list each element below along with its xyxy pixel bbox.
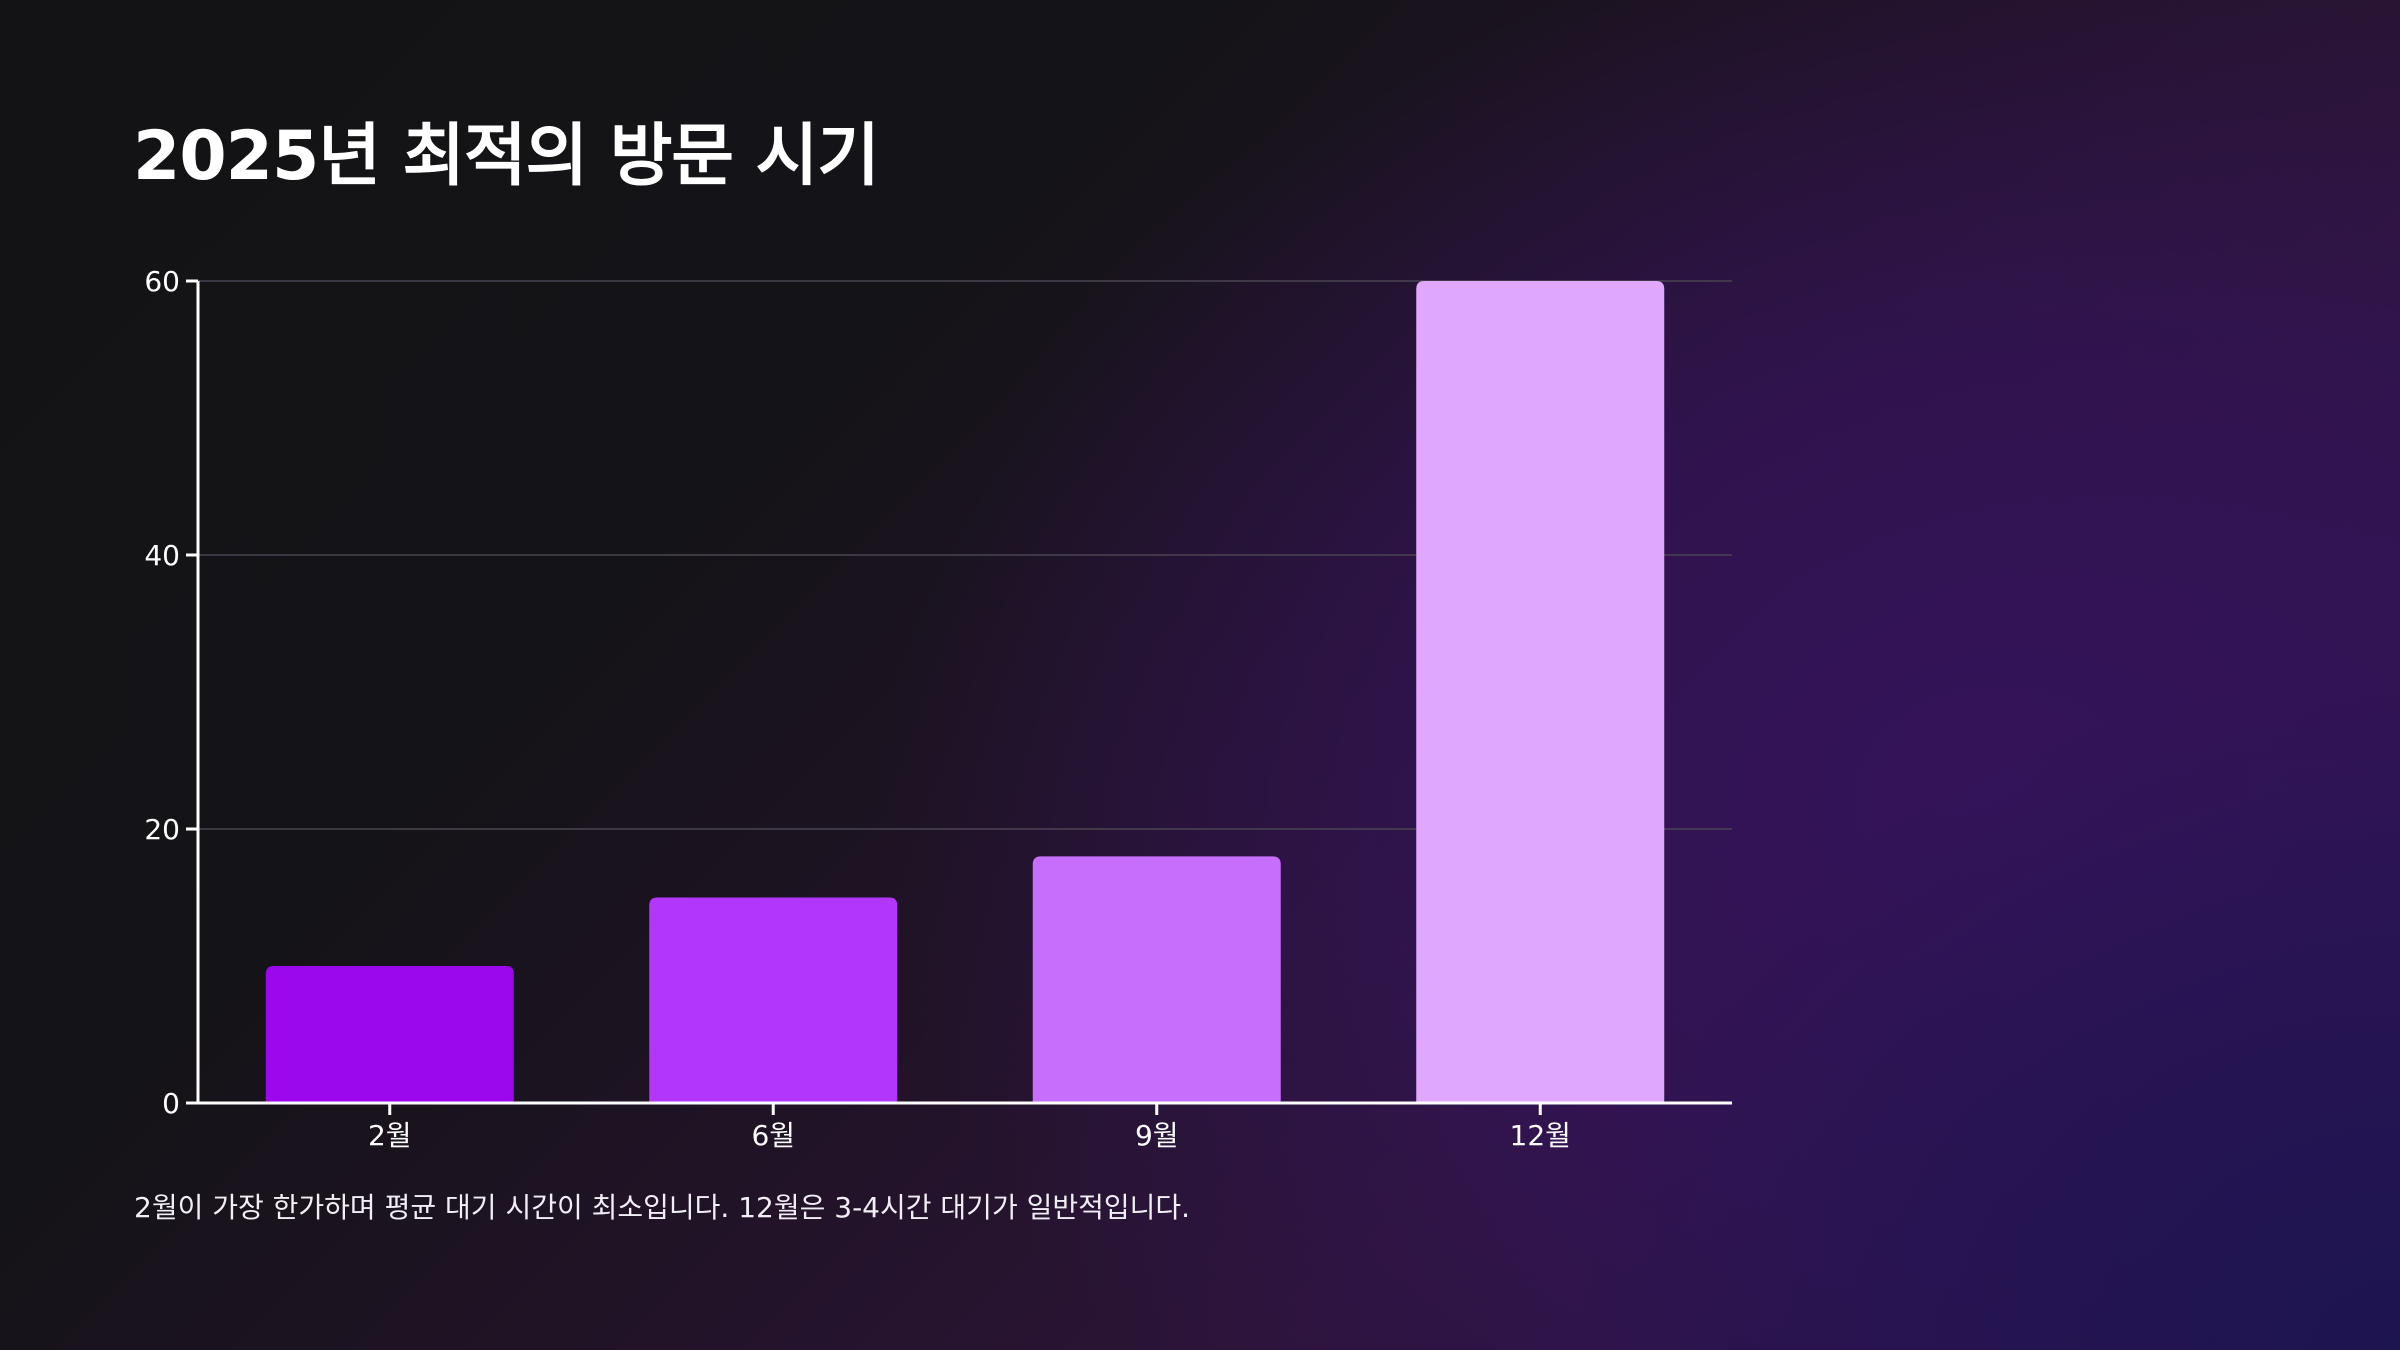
bar-1 [265,966,514,1103]
axes [186,279,1732,1115]
bar-3 [1032,856,1281,1103]
y-tick-label: 40 [144,539,180,572]
x-tick-label: 6월 [751,1119,795,1152]
page-title: 2025년 최적의 방문 시기 [133,117,880,196]
y-tick-label: 60 [144,265,180,298]
tick-labels: 0 20 40 60 2월 6월 9월 12월 [144,265,1571,1152]
x-tick-label: 9월 [1135,1119,1179,1152]
y-tick-label: 0 [162,1087,180,1120]
bars [265,281,1665,1103]
chart-caption: 2월이 가장 한가하며 평균 대기 시간이 최소입니다. 12월은 3-4시간 … [134,1191,1191,1224]
y-tick-label: 20 [144,813,180,846]
bar-2 [649,897,898,1103]
bar-4 [1416,281,1665,1103]
x-tick-label: 12월 [1510,1119,1571,1152]
x-tick-label: 2월 [368,1119,412,1152]
